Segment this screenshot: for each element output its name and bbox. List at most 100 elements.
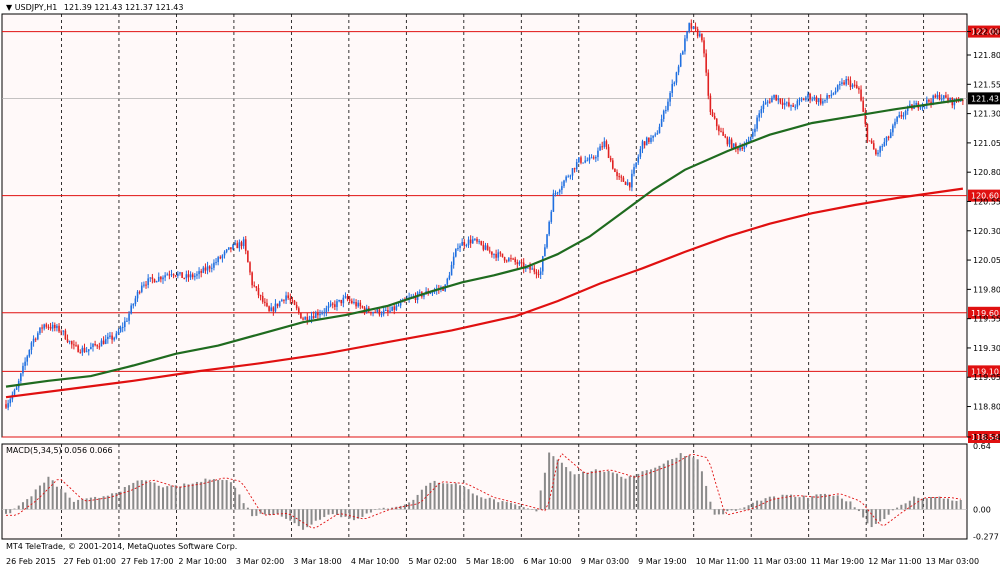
- macd-bar: [174, 485, 177, 510]
- macd-bar: [128, 485, 131, 510]
- macd-bar: [756, 500, 759, 510]
- macd-bar: [913, 496, 916, 510]
- candle-body: [70, 341, 73, 345]
- candle-body: [514, 258, 517, 263]
- macd-bar: [365, 509, 368, 514]
- macd-bar: [429, 482, 432, 510]
- candle-body: [493, 253, 495, 255]
- candle-body: [641, 141, 644, 150]
- macd-bar: [386, 508, 389, 510]
- candle-body: [597, 150, 599, 158]
- candle-body: [155, 281, 158, 283]
- macd-bar: [641, 471, 644, 510]
- candle-body: [58, 325, 60, 332]
- candle-body: [372, 312, 374, 314]
- candle-body: [149, 277, 152, 279]
- macd-bar: [183, 483, 186, 510]
- candle-body: [554, 193, 557, 195]
- candle-body: [832, 93, 835, 95]
- candle-body: [471, 239, 474, 244]
- candle-body: [732, 143, 735, 149]
- candle-body: [669, 92, 671, 102]
- candle-body: [278, 301, 281, 307]
- candle-body: [136, 291, 139, 299]
- macd-bar: [64, 492, 67, 510]
- macd-bar: [285, 509, 288, 519]
- candle-body: [885, 136, 888, 142]
- candle-body: [718, 126, 720, 132]
- macd-bar: [102, 496, 105, 510]
- macd-bar: [743, 507, 746, 510]
- macd-bar: [556, 459, 559, 510]
- candle-body: [639, 149, 642, 157]
- macd-bar: [679, 453, 682, 510]
- candle-body: [43, 324, 45, 329]
- macd-bar: [811, 496, 814, 510]
- candle-body: [737, 147, 739, 151]
- macd-bar: [501, 501, 504, 510]
- macd-bar: [696, 459, 699, 510]
- copyright-text: MT4 TeleTrade, © 2001-2014, MetaQuotes S…: [6, 542, 238, 551]
- candle-body: [694, 26, 697, 30]
- candle-body: [128, 313, 130, 321]
- macd-bar: [157, 485, 160, 510]
- candle-body: [930, 101, 932, 104]
- macd-bar: [688, 455, 691, 510]
- macd-bar: [497, 502, 500, 510]
- candle-body: [5, 404, 7, 408]
- candle-body: [308, 319, 311, 321]
- candle-body: [306, 316, 309, 321]
- macd-bar: [569, 471, 572, 510]
- candle-body: [565, 176, 567, 181]
- macd-bar: [726, 509, 729, 512]
- candle-body: [855, 84, 858, 88]
- candle-body: [270, 307, 273, 312]
- candle-body: [575, 162, 578, 170]
- candle-body: [798, 99, 801, 101]
- macd-bar: [959, 500, 962, 510]
- macd-bar: [722, 509, 725, 515]
- candle-body: [667, 101, 669, 111]
- candle-body: [828, 95, 831, 97]
- macd-bar: [692, 457, 695, 510]
- candle-body: [317, 312, 319, 316]
- candle-body: [904, 110, 907, 116]
- candle-body: [351, 300, 353, 304]
- candle-body: [357, 302, 359, 307]
- candle-body: [851, 84, 854, 87]
- macd-bar: [136, 480, 139, 510]
- candle-body: [582, 162, 584, 164]
- candle-body: [336, 301, 338, 307]
- symbol-label: USDJPY,H1: [14, 3, 58, 12]
- time-label: 3 Mar 02:00: [236, 557, 284, 566]
- candle-body: [790, 105, 792, 107]
- candle-body: [234, 243, 236, 245]
- candle-body: [654, 134, 657, 136]
- macd-bar: [624, 478, 627, 510]
- candle-body: [259, 295, 262, 297]
- macd-bar: [942, 498, 945, 510]
- candle-body: [762, 104, 765, 109]
- candle-body: [160, 276, 162, 280]
- macd-bar: [361, 509, 364, 517]
- candle-body: [486, 245, 489, 251]
- time-label: 11 Mar 03:00: [753, 557, 806, 566]
- macd-bar: [586, 472, 589, 510]
- macd-bar: [259, 509, 262, 514]
- macd-bar: [85, 498, 88, 510]
- time-label: 10 Mar 11:00: [696, 557, 749, 566]
- candle-body: [544, 247, 546, 257]
- candle-body: [291, 300, 294, 302]
- macd-bar: [649, 469, 652, 510]
- macd-bar: [543, 472, 546, 510]
- candle-body: [208, 266, 211, 269]
- macd-bar: [191, 483, 194, 510]
- time-label: 9 Mar 19:00: [638, 557, 686, 566]
- candle-body: [90, 346, 92, 350]
- candle-body: [310, 316, 313, 320]
- candle-body: [648, 137, 650, 142]
- candle-body: [463, 242, 466, 246]
- candle-body: [348, 299, 351, 301]
- level-tag: [968, 431, 1000, 443]
